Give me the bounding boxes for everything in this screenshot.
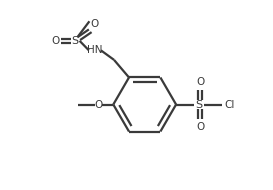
Text: S: S (196, 100, 203, 109)
Text: O: O (196, 122, 204, 132)
Text: O: O (90, 19, 98, 29)
Text: S: S (72, 36, 79, 46)
Text: HN: HN (87, 45, 103, 55)
Text: Cl: Cl (225, 100, 235, 109)
Text: O: O (196, 77, 204, 87)
Text: O: O (51, 36, 60, 46)
Text: O: O (94, 100, 102, 109)
